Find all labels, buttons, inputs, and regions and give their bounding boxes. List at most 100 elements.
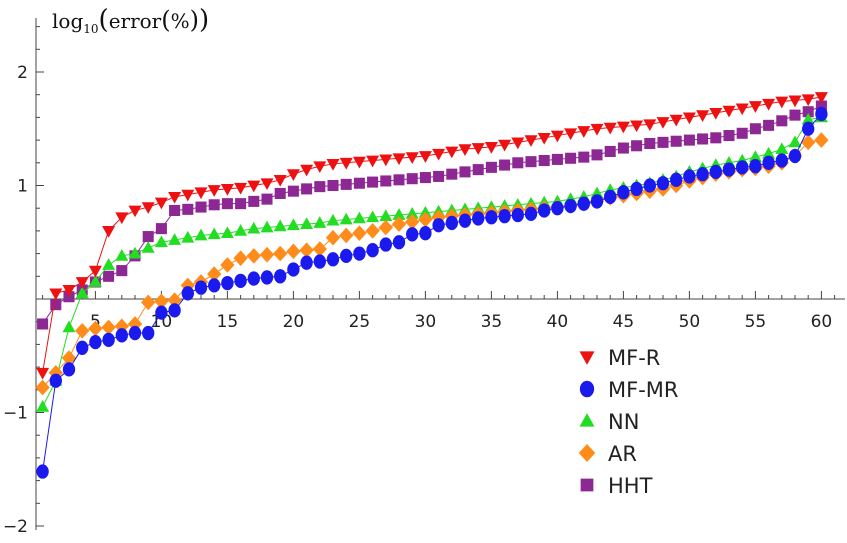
data-point-mf-r	[669, 114, 683, 127]
data-point-hht	[433, 170, 445, 182]
data-point-ar	[273, 245, 288, 262]
data-point-mf-mr	[630, 181, 643, 197]
data-point-hht	[670, 135, 682, 147]
data-point-nn	[300, 217, 314, 229]
series-nn	[36, 110, 828, 412]
data-point-mf-mr	[445, 215, 458, 231]
data-point-hht	[697, 133, 709, 145]
legend-item-nn: NN	[579, 410, 639, 434]
data-point-mf-r	[260, 178, 274, 191]
data-point-nn	[88, 275, 102, 287]
data-point-ar	[233, 250, 248, 266]
data-point-mf-r	[656, 117, 670, 129]
data-point-hht	[538, 155, 550, 167]
data-point-mf-r	[498, 139, 512, 152]
data-point-mf-mr	[577, 196, 590, 211]
data-point-hht	[301, 183, 313, 195]
data-point-mf-mr	[353, 246, 366, 261]
data-point-mf-mr	[498, 208, 511, 224]
data-point-mf-r	[220, 184, 234, 196]
x-tick-label: 20	[283, 312, 305, 332]
legend-item-mf-mr: MF-MR	[579, 378, 679, 402]
data-point-hht	[248, 195, 260, 207]
data-point-ar	[259, 246, 275, 263]
x-tick-label: 15	[217, 312, 239, 332]
x-tick-label: 25	[349, 312, 371, 332]
data-point-mf-mr	[617, 185, 630, 200]
data-point-mf-r	[392, 153, 406, 166]
data-point-mf-r	[564, 128, 578, 141]
data-point-mf-r	[550, 130, 564, 143]
data-point-mf-mr	[643, 178, 656, 193]
data-point-mf-mr	[656, 176, 670, 191]
ylabel-inner-close: )	[190, 6, 199, 34]
ylabel-func: error	[109, 9, 162, 33]
data-point-mf-mr	[749, 159, 762, 174]
data-point-hht	[419, 172, 431, 184]
legend-marker-mf-mr	[579, 380, 595, 398]
data-point-mf-r	[524, 135, 538, 147]
data-point-mf-r	[709, 107, 723, 120]
data-point-hht	[815, 100, 827, 112]
data-point-hht	[155, 223, 167, 235]
data-point-hht	[169, 204, 181, 216]
data-point-mf-mr	[247, 271, 260, 286]
data-point-mf-r	[577, 126, 591, 138]
x-tick-label: 55	[745, 312, 767, 332]
legend-label: AR	[608, 442, 637, 466]
data-point-mf-r	[207, 185, 221, 197]
data-point-mf-mr	[379, 237, 392, 252]
data-point-mf-mr	[696, 167, 709, 182]
series-hht	[37, 100, 827, 330]
ylabel-unit: %	[171, 9, 190, 33]
legend-label: MF-MR	[608, 378, 679, 402]
data-point-mf-mr	[485, 210, 498, 225]
data-point-nn	[128, 246, 142, 259]
x-tick-label: 45	[613, 312, 635, 332]
data-point-mf-r	[379, 154, 393, 167]
data-point-mf-r	[366, 155, 380, 168]
legend-marker-ar	[578, 444, 596, 462]
data-point-ar	[378, 219, 393, 236]
series-layer	[35, 92, 829, 479]
data-point-hht	[393, 174, 405, 186]
data-point-nn	[234, 224, 248, 236]
axes: −2−11251015202530354045505560	[3, 18, 845, 537]
data-point-hht	[314, 181, 326, 193]
data-point-hht	[261, 193, 273, 205]
data-point-mf-mr	[128, 325, 142, 341]
data-point-mf-r	[247, 180, 261, 193]
data-point-mf-r	[603, 122, 617, 135]
data-point-mf-r	[339, 157, 353, 170]
data-point-hht	[221, 198, 233, 210]
data-point-hht	[208, 199, 220, 211]
data-point-nn	[326, 213, 340, 226]
data-point-hht	[380, 175, 392, 187]
data-point-ar	[325, 229, 341, 246]
data-point-hht	[644, 137, 656, 150]
data-point-mf-mr	[788, 148, 802, 164]
svg-text:log10(error(%)): log10(error(%))	[52, 5, 209, 36]
data-point-nn	[801, 112, 815, 125]
data-point-nn	[220, 226, 234, 239]
data-point-mf-r	[194, 187, 208, 200]
x-tick-label: 40	[547, 312, 569, 332]
data-point-mf-r	[141, 202, 155, 214]
data-point-mf-r	[484, 142, 498, 154]
data-point-mf-r	[352, 156, 366, 169]
y-tick-label: −2	[3, 517, 28, 537]
data-point-hht	[604, 145, 616, 157]
data-point-mf-r	[326, 159, 340, 171]
data-point-mf-mr	[326, 252, 340, 267]
data-point-mf-mr	[419, 226, 432, 241]
data-point-hht	[340, 178, 352, 190]
data-point-nn	[36, 400, 50, 412]
data-point-hht	[802, 106, 814, 118]
data-point-mf-r	[616, 121, 630, 134]
data-point-mf-mr	[432, 218, 445, 233]
data-point-mf-mr	[670, 172, 683, 187]
data-point-mf-mr	[340, 248, 353, 264]
data-point-ar	[418, 211, 433, 228]
data-point-nn	[379, 209, 393, 222]
